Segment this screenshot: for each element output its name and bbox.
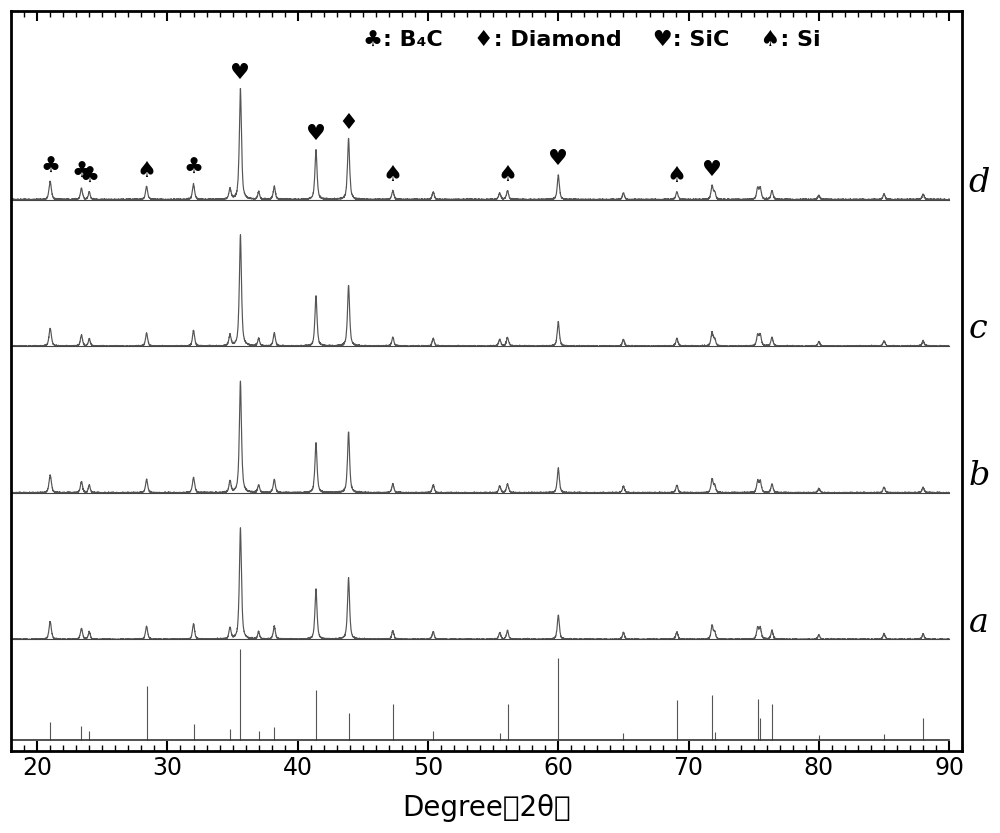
Text: ♥: ♥: [548, 149, 568, 169]
Text: ♥: ♥: [230, 63, 250, 83]
Text: ♠: ♠: [383, 165, 403, 185]
Text: ♣: B₄C    ♦: Diamond    ♥: SiC    ♠: Si: ♣: B₄C ♦: Diamond ♥: SiC ♠: Si: [363, 30, 821, 50]
Text: b: b: [969, 460, 990, 492]
Text: ♥: ♥: [702, 160, 722, 180]
Text: a: a: [969, 606, 989, 639]
Text: d: d: [969, 167, 990, 199]
Text: ♠: ♠: [137, 161, 157, 181]
Text: ♠: ♠: [667, 166, 687, 186]
Text: ♣: ♣: [71, 162, 91, 182]
Text: ♣: ♣: [40, 157, 60, 177]
Text: ♣: ♣: [184, 157, 204, 177]
Text: ♥: ♥: [306, 124, 326, 144]
Text: ♣: ♣: [79, 167, 99, 187]
Text: c: c: [969, 313, 987, 346]
Text: ♠: ♠: [498, 165, 518, 185]
Text: ♦: ♦: [339, 112, 359, 132]
X-axis label: Degree（2θ）: Degree（2θ）: [402, 794, 571, 822]
